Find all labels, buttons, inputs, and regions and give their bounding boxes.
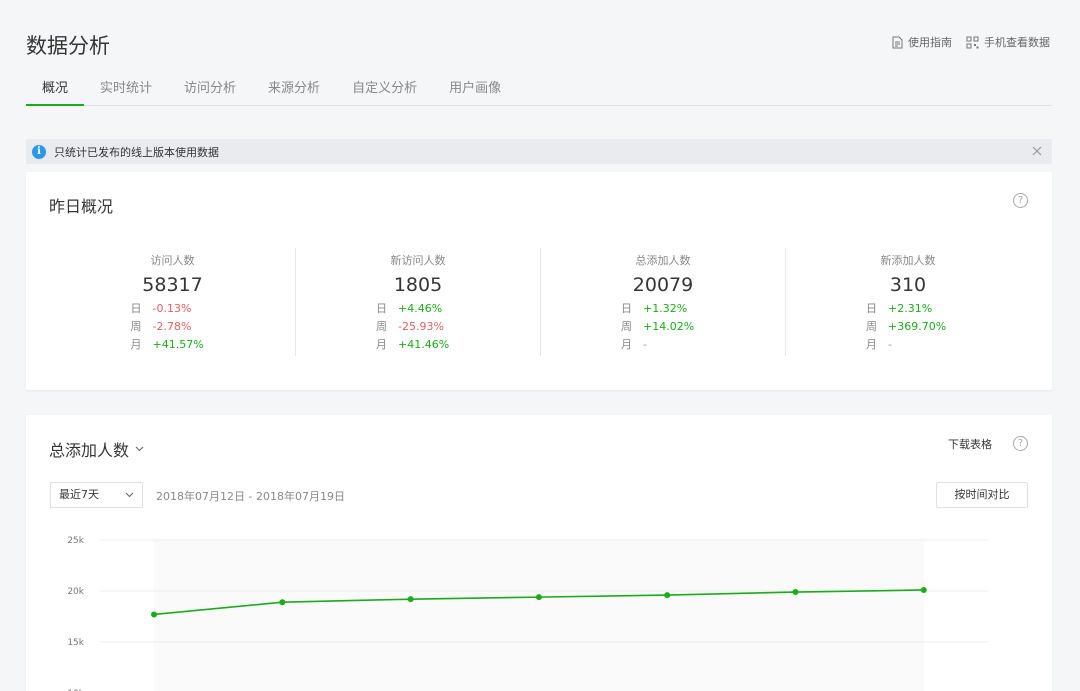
- qr-code-icon: [966, 36, 979, 48]
- date-range-select-value: 最近7天: [59, 488, 99, 501]
- change-value: +1.32%: [643, 302, 688, 315]
- stat-changes: 日 +4.46% 周 -25.93% 月 +41.46%: [296, 300, 540, 354]
- change-value: +41.57%: [152, 338, 204, 351]
- stat-label: 新访问人数: [390, 254, 446, 267]
- document-icon: [892, 36, 903, 48]
- data-point[interactable]: [407, 596, 414, 603]
- stat-change-row: 月 +41.46%: [296, 336, 540, 354]
- period-label: 周: [621, 320, 632, 333]
- period-label: 日: [866, 302, 877, 315]
- change-value: -: [888, 338, 892, 351]
- stat-label: 总添加人数: [635, 254, 691, 267]
- tab-bar: 概况 实时统计 访问分析 来源分析 自定义分析 用户画像: [26, 78, 1052, 106]
- overview-card: 昨日概况 ? 访问人数 58317 日 -0.13% 周 -2.78% 月 +4…: [26, 172, 1052, 390]
- stat-change-row: 月 +41.57%: [50, 336, 295, 354]
- metric-dropdown-label: 总添加人数: [49, 441, 130, 460]
- overview-title: 昨日概况: [49, 197, 114, 216]
- tab-source-analysis[interactable]: 来源分析: [268, 81, 321, 96]
- stat-change-row: 周 +14.02%: [541, 318, 785, 336]
- info-icon: i: [32, 144, 46, 159]
- change-value: +4.46%: [398, 302, 443, 315]
- data-point[interactable]: [535, 594, 542, 601]
- data-point[interactable]: [792, 589, 799, 596]
- period-label: 日: [621, 302, 632, 315]
- metric-dropdown[interactable]: 总添加人数: [49, 437, 144, 461]
- download-table-link[interactable]: 下载表格: [948, 438, 992, 451]
- stat-block: 总添加人数 20079 日 +1.32% 周 +14.02% 月 -: [540, 248, 785, 356]
- change-value: -: [643, 338, 647, 351]
- stat-change-row: 月 -: [541, 336, 785, 354]
- plot-area: [154, 540, 924, 691]
- stat-changes: 日 -0.13% 周 -2.78% 月 +41.57%: [50, 300, 295, 354]
- change-value: +2.31%: [888, 302, 933, 315]
- date-range-text: 2018年07月12日 - 2018年07月19日: [156, 490, 345, 503]
- period-label: 日: [130, 302, 142, 315]
- tab-visit-analysis[interactable]: 访问分析: [184, 81, 237, 96]
- stat-block: 新访问人数 1805 日 +4.46% 周 -25.93% 月 +41.46%: [295, 248, 540, 356]
- stat-change-row: 日 +1.32%: [541, 300, 785, 318]
- period-label: 日: [376, 302, 387, 315]
- period-label: 月: [130, 338, 142, 351]
- notice-bar: i 只统计已发布的线上版本使用数据: [26, 139, 1052, 164]
- stat-changes: 日 +2.31% 周 +369.70% 月 -: [786, 300, 1030, 354]
- period-label: 月: [866, 338, 877, 351]
- change-value: +369.70%: [888, 320, 947, 333]
- y-tick-label: 20k: [67, 587, 84, 597]
- compare-by-time-button[interactable]: 按时间对比: [936, 482, 1028, 508]
- stat-change-row: 日 +2.31%: [786, 300, 1030, 318]
- tab-overview[interactable]: 概况: [26, 78, 85, 106]
- change-value: -2.78%: [152, 320, 192, 333]
- y-tick-label: 15k: [67, 638, 84, 648]
- period-label: 周: [866, 320, 877, 333]
- stat-value: 310: [889, 274, 927, 296]
- chevron-down-icon: [125, 492, 134, 498]
- help-icon[interactable]: ?: [1013, 193, 1028, 208]
- stat-changes: 日 +1.32% 周 +14.02% 月 -: [541, 300, 785, 354]
- close-icon[interactable]: [1030, 144, 1044, 158]
- y-tick-label: 10k: [67, 689, 84, 691]
- period-label: 月: [621, 338, 632, 351]
- help-icon[interactable]: ?: [1013, 436, 1028, 451]
- y-tick-label: 25k: [67, 536, 84, 546]
- header-links: 使用指南 手机查看数据: [891, 34, 1050, 50]
- change-value: -25.93%: [398, 320, 444, 333]
- stats-row: 访问人数 58317 日 -0.13% 周 -2.78% 月 +41.57% 新访…: [50, 248, 1030, 356]
- period-label: 周: [130, 320, 142, 333]
- stat-label: 访问人数: [150, 254, 195, 267]
- tab-user-profile[interactable]: 用户画像: [449, 81, 502, 96]
- stat-change-row: 周 -2.78%: [50, 318, 295, 336]
- data-point[interactable]: [279, 599, 286, 606]
- notice-text: 只统计已发布的线上版本使用数据: [54, 145, 219, 159]
- guide-link[interactable]: 使用指南: [891, 34, 952, 50]
- period-label: 周: [376, 320, 387, 333]
- stat-change-row: 月 -: [786, 336, 1030, 354]
- stat-change-row: 周 -25.93%: [296, 318, 540, 336]
- stat-change-row: 日 -0.13%: [50, 300, 295, 318]
- page-title: 数据分析: [26, 34, 110, 58]
- change-value: +14.02%: [643, 320, 695, 333]
- change-value: +41.46%: [398, 338, 450, 351]
- stat-label: 新添加人数: [880, 254, 936, 267]
- tab-custom-analysis[interactable]: 自定义分析: [352, 81, 418, 96]
- stat-value: 1805: [393, 274, 443, 296]
- data-point[interactable]: [151, 611, 157, 618]
- stat-value: 58317: [142, 274, 203, 296]
- mobile-data-link[interactable]: 手机查看数据: [966, 34, 1050, 50]
- trend-card: 总添加人数 下载表格 ? 最近7天 2018年07月12日 - 2018年07月…: [26, 415, 1052, 691]
- stat-change-row: 日 +4.46%: [296, 300, 540, 318]
- chevron-down-icon: [135, 446, 144, 452]
- period-label: 月: [376, 338, 387, 351]
- mobile-data-link-label: 手机查看数据: [984, 36, 1050, 49]
- change-value: -0.13%: [152, 302, 192, 315]
- data-point[interactable]: [920, 586, 927, 593]
- date-range-select[interactable]: 最近7天: [50, 482, 143, 508]
- stat-value: 20079: [632, 274, 694, 296]
- stat-block: 访问人数 58317 日 -0.13% 周 -2.78% 月 +41.57%: [50, 248, 295, 356]
- stat-block: 新添加人数 310 日 +2.31% 周 +369.70% 月 -: [785, 248, 1030, 356]
- tab-realtime[interactable]: 实时统计: [100, 81, 153, 96]
- line-chart: 25k 20k 15k 10k: [67, 536, 988, 691]
- guide-link-label: 使用指南: [908, 36, 952, 49]
- stat-change-row: 周 +369.70%: [786, 318, 1030, 336]
- data-point[interactable]: [664, 592, 671, 599]
